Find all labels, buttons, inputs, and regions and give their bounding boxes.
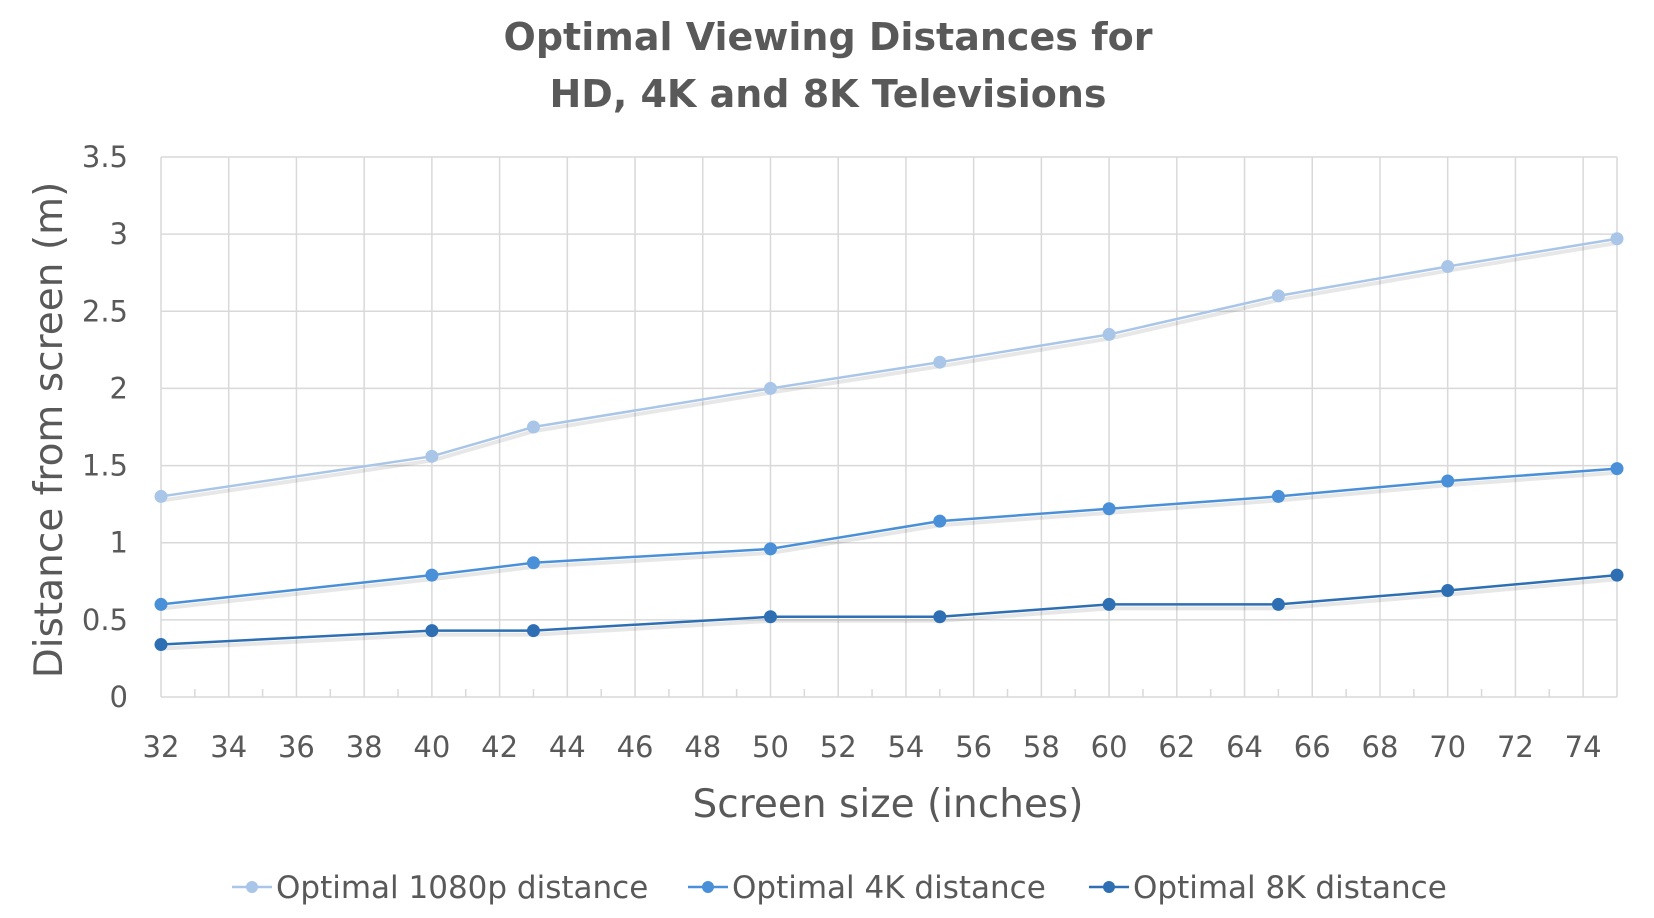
- x-tick-label: 68: [1362, 730, 1399, 764]
- x-tick-label: 44: [549, 730, 586, 764]
- x-tick-label: 72: [1497, 730, 1534, 764]
- y-axis-title: Distance from screen (m): [27, 182, 72, 679]
- data-point: [1610, 462, 1624, 476]
- x-tick-label: 42: [481, 730, 518, 764]
- chart-title-line-2: HD, 4K and 8K Televisions: [549, 72, 1106, 116]
- series-lines: [154, 232, 1624, 652]
- y-tick-label: 2: [110, 371, 128, 405]
- data-point: [763, 381, 777, 395]
- data-point: [1441, 584, 1455, 598]
- data-point: [1102, 597, 1116, 611]
- legend-label: Optimal 8K distance: [1133, 870, 1447, 906]
- x-tick-label: 58: [1023, 730, 1060, 764]
- data-point: [763, 610, 777, 624]
- legend-marker: [1103, 881, 1115, 893]
- series-line-shadow: [161, 240, 1619, 503]
- data-point: [526, 420, 540, 434]
- y-tick-label: 1: [110, 526, 128, 560]
- data-point: [154, 597, 168, 611]
- x-tick-label: 66: [1294, 730, 1331, 764]
- x-tick-label: 74: [1565, 730, 1602, 764]
- x-tick-labels: 32 34 36 38 40 42 44 46 48 50 52 54 56 58 60 62 64 66 68 70…: [143, 730, 1602, 764]
- data-point: [425, 624, 439, 638]
- y-tick-label: 3: [110, 217, 128, 251]
- data-point: [933, 610, 947, 624]
- x-tick-label: 52: [820, 730, 857, 764]
- y-tick-label: 3.5: [82, 140, 128, 174]
- data-point: [1441, 260, 1455, 274]
- x-tick-label: 62: [1158, 730, 1195, 764]
- data-point: [526, 556, 540, 570]
- data-point: [933, 514, 947, 528]
- x-tick-label: 50: [752, 730, 789, 764]
- data-point: [1610, 232, 1624, 246]
- x-tick-label: 60: [1091, 730, 1128, 764]
- x-tick-label: 54: [887, 730, 924, 764]
- data-point: [933, 355, 947, 369]
- x-tick-label: 36: [278, 730, 315, 764]
- legend-marker: [702, 881, 714, 893]
- y-tick-label: 0.5: [82, 603, 128, 637]
- series-line-shadow: [161, 470, 1619, 611]
- data-point: [1271, 289, 1285, 303]
- data-point: [425, 568, 439, 582]
- x-tick-label: 40: [413, 730, 450, 764]
- data-point: [154, 638, 168, 652]
- data-point: [1102, 502, 1116, 516]
- x-tick-label: 46: [617, 730, 654, 764]
- x-tick-label: 34: [210, 730, 247, 764]
- x-tick-label: 38: [346, 730, 383, 764]
- data-point: [425, 449, 439, 463]
- data-point: [1271, 489, 1285, 503]
- x-tick-label: 48: [684, 730, 721, 764]
- data-point: [763, 542, 777, 556]
- x-axis-title: Screen size (inches): [693, 782, 1084, 827]
- x-tick-label: 70: [1429, 730, 1466, 764]
- data-point: [154, 489, 168, 503]
- y-tick-labels: 0 0.5 1 1.5 2 2.5 3 3.5: [82, 140, 128, 714]
- y-tick-label: 0: [110, 680, 128, 714]
- gridlines: [160, 156, 1618, 698]
- x-tick-label: 32: [143, 730, 180, 764]
- legend-label: Optimal 1080p distance: [276, 870, 648, 906]
- series-line-shadow: [161, 577, 1619, 651]
- legend-label: Optimal 4K distance: [732, 870, 1046, 906]
- x-tick-label: 56: [955, 730, 992, 764]
- data-point: [1610, 568, 1624, 582]
- data-point: [1102, 327, 1116, 341]
- x-tick-label: 64: [1226, 730, 1263, 764]
- data-point: [1441, 474, 1455, 488]
- data-point: [1271, 597, 1285, 611]
- y-tick-label: 2.5: [82, 294, 128, 328]
- legend: Optimal 1080p distance Optimal 4K distanc…: [232, 870, 1447, 906]
- legend-marker: [246, 881, 258, 893]
- data-point: [526, 624, 540, 638]
- chart-title-line-1: Optimal Viewing Distances for: [504, 15, 1153, 59]
- y-tick-label: 1.5: [82, 449, 128, 483]
